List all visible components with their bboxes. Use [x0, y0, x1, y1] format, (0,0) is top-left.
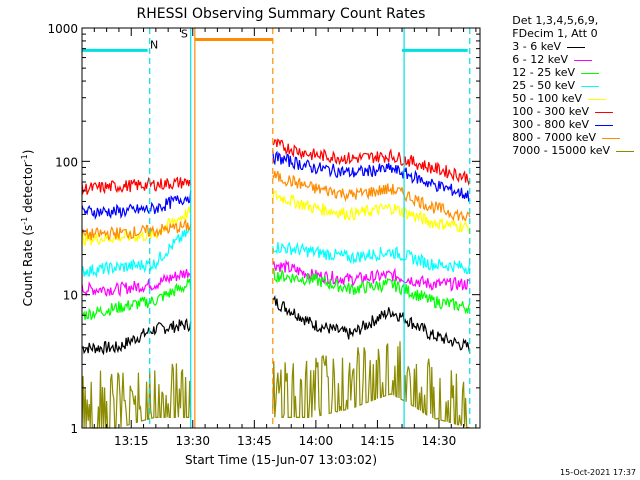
legend-label: 25 - 50 keV	[512, 79, 576, 92]
legend-swatch	[595, 124, 614, 126]
series-line-1-0	[81, 269, 192, 298]
legend-item-5: 100 - 300 keV	[512, 105, 634, 118]
legend-swatch	[616, 150, 634, 152]
legend-swatch	[567, 46, 586, 48]
legend-header-2: FDecim 1, Att 0	[512, 27, 598, 40]
legend-header-1: Det 1,3,4,5,6,9,	[512, 14, 599, 27]
y-tick-label-1: 1	[70, 422, 78, 436]
series-line-6-1	[272, 150, 470, 202]
legend-label: 50 - 100 keV	[512, 92, 583, 105]
legend-item-4: 50 - 100 keV	[512, 92, 634, 105]
legend-swatch	[574, 59, 593, 61]
series-line-4-1	[272, 190, 471, 234]
series-line-8-0	[81, 363, 192, 429]
series-line-2-1	[272, 267, 471, 315]
series-line-8-1	[272, 341, 470, 429]
x-tick-label-14:15: 14:15	[360, 434, 395, 448]
series-line-5-1	[272, 138, 471, 186]
series-line-3-0	[81, 227, 192, 279]
x-tick-label-13:15: 13:15	[114, 434, 149, 448]
legend-swatch	[588, 98, 607, 100]
series-line-0-0	[81, 318, 192, 356]
chart-title: RHESSI Observing Summary Count Rates	[137, 6, 426, 22]
series-line-2-0	[81, 277, 192, 320]
legend: Det 1,3,4,5,6,9, FDecim 1, Att 0 3 - 6 k…	[512, 14, 634, 157]
legend-label: 800 - 7000 keV	[512, 131, 597, 144]
series-line-3-1	[272, 241, 471, 275]
legend-label: 6 - 12 keV	[512, 53, 569, 66]
legend-label: 100 - 300 keV	[512, 105, 590, 118]
legend-swatch	[581, 72, 600, 74]
series-line-1-1	[272, 259, 470, 292]
legend-label: 3 - 6 keV	[512, 40, 562, 53]
legend-item-2: 12 - 25 keV	[512, 66, 634, 79]
legend-swatch	[602, 137, 621, 139]
footer-timestamp: 15-Oct-2021 17:37	[560, 468, 636, 477]
legend-item-7: 800 - 7000 keV	[512, 131, 634, 144]
x-tick-label-14:30: 14:30	[422, 434, 457, 448]
series-line-4-0	[81, 205, 192, 247]
series-line-7-1	[272, 170, 471, 222]
x-axis-label: Start Time (15-Jun-07 13:03:02)	[185, 453, 377, 467]
series-line-0-1	[272, 294, 471, 354]
x-tick-label-13:45: 13:45	[237, 434, 272, 448]
series-line-6-0	[81, 190, 192, 220]
legend-item-6: 300 - 800 keV	[512, 118, 634, 131]
flag-label-N: N	[150, 38, 158, 51]
legend-label: 12 - 25 keV	[512, 66, 576, 79]
y-axis-label: Count Rate (s-1 detector-1)	[20, 150, 35, 307]
x-tick-label-13:30: 13:30	[175, 434, 210, 448]
y-tick-label-1000: 1000	[47, 22, 78, 36]
x-tick-label-14:00: 14:00	[299, 434, 334, 448]
legend-item-0: 3 - 6 keV	[512, 40, 634, 53]
legend-label: 300 - 800 keV	[512, 118, 590, 131]
legend-item-8: 7000 - 15000 keV	[512, 144, 634, 157]
y-tick-label-10: 10	[63, 289, 78, 303]
legend-item-3: 25 - 50 keV	[512, 79, 634, 92]
series-line-5-0	[81, 176, 192, 195]
legend-swatch	[581, 85, 600, 87]
plot-frame	[81, 27, 481, 429]
series-line-7-0	[81, 218, 192, 241]
legend-label: 7000 - 15000 keV	[512, 144, 610, 157]
y-tick-label-100: 100	[55, 155, 78, 169]
legend-item-1: 6 - 12 keV	[512, 53, 634, 66]
legend-swatch	[595, 111, 614, 113]
flag-label-S: S	[181, 27, 188, 40]
